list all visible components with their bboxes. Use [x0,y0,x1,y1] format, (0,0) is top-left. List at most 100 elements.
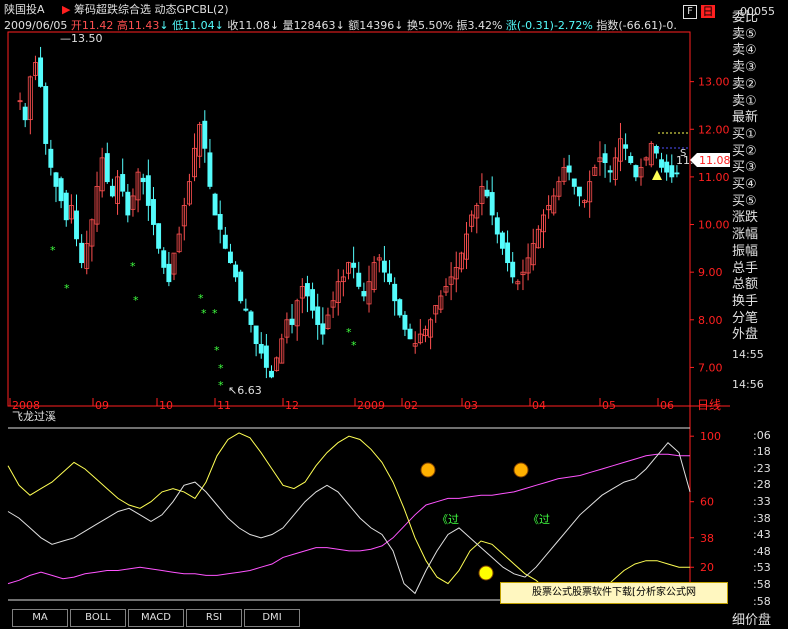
sidebar-item[interactable]: 买① [732,126,757,142]
amplitude-label: 振 [456,19,468,32]
candle-body [120,174,126,192]
candle-body [202,120,208,149]
candle-body [279,338,285,364]
candle-body [94,186,100,225]
candle-body [366,281,372,305]
candle-body [125,191,131,216]
signal-star: * [198,292,204,305]
sidebar-item[interactable]: 买② [732,143,757,159]
sidebar-item[interactable]: 卖② [732,76,757,92]
sidebar-item[interactable]: 卖① [732,93,757,109]
low-label: 低 [172,19,184,32]
tick-time: :48 [753,544,771,558]
sidebar-item[interactable]: 最新 [732,110,759,126]
index-label: 指数 [596,19,619,32]
tab-ma[interactable]: MA [12,609,68,627]
signal-star: * [351,339,357,352]
sidebar-item[interactable]: 总手 [732,260,759,276]
sidebar-item[interactable]: 卖③ [732,60,757,76]
candle-body [340,276,346,283]
candle-body [643,157,649,161]
indicator-name[interactable]: 筹码超跌综合选 [74,3,151,16]
time-stamp: 14:55 [732,348,764,361]
cross-marker: 《过 [437,513,459,526]
sidebar-item[interactable]: 换手 [732,293,759,309]
watermark-banner[interactable]: 股票公式股票软件下载[分析家公式网www.88gs.com] [500,582,728,618]
candle-body [335,281,341,303]
sidebar-item[interactable]: 涨幅 [732,227,759,243]
sidebar-item[interactable]: 买③ [732,160,757,176]
sidebar-bottom-label[interactable]: 细价盘 [732,613,772,628]
sidebar-item[interactable]: 卖④ [732,43,757,59]
tab-dmi[interactable]: DMI [244,609,300,627]
candle-body [669,165,675,178]
candle-body [263,345,269,368]
candle-body [58,178,64,202]
candle-body [499,232,505,249]
candle-body [222,234,228,249]
indicator-title: 飞龙过溪 [12,410,56,423]
candle-body [546,205,552,211]
candle-body [43,86,49,144]
candle-body [115,176,121,204]
time-stamp: 14:56 [732,378,764,391]
candle-body [351,262,357,268]
stock-name[interactable]: 陕国投A [4,3,45,16]
tick-time: :23 [753,461,771,475]
date-tick-label: 03 [464,399,478,412]
indicator-tick-label: 38 [700,532,714,545]
tab-boll[interactable]: BOLL [70,609,126,627]
signal-star: * [133,294,139,307]
indicator-tick-label: 100 [700,430,721,443]
candle-body [458,252,464,270]
tab-rsi[interactable]: RSI [186,609,242,627]
candle-body [212,193,218,216]
candle-body [217,213,223,230]
date-tick-label: 09 [95,399,109,412]
candle-body [371,262,377,290]
price-tick-label: 13.00 [698,76,730,89]
play-icon[interactable]: ▶ [62,3,71,16]
overlay-name[interactable]: 动态GPCBL(2) [154,3,229,16]
candle-body [423,328,428,337]
date-tick-label: 04 [532,399,546,412]
amount-value: 14396 [359,19,395,32]
candle-body [433,305,439,315]
candle-body [515,281,521,285]
top-f-button[interactable]: F [683,5,697,19]
last-price-label: 11.08 [699,154,731,167]
candle-body [289,318,295,325]
sidebar-item[interactable]: 委比 [732,10,759,25]
turnover-label: 换 [407,19,418,32]
candle-body [653,146,659,154]
price-frame [7,31,691,407]
candle-body [315,306,321,325]
candle-body [464,233,469,260]
date-axis: 2008 09 10 11 12 2009 02 03 04 05 06 日线 [9,398,721,412]
candle-body [17,100,23,103]
candle-body [448,276,454,285]
cross-marker: 《过 [528,513,550,526]
candle-body [417,333,423,344]
sidebar-item[interactable]: 振幅 [732,243,759,259]
sidebar-item[interactable]: 涨跌 [732,210,759,226]
day-button[interactable]: 日 [701,5,715,18]
candle-body [166,263,172,283]
tab-macd[interactable]: MACD [128,609,184,627]
top-date: 00055 [740,5,775,18]
signal-star: * [218,379,224,392]
candle-body [243,308,249,311]
price-tick-label: 9.00 [698,266,723,279]
sidebar-item[interactable]: 外盘 [732,327,759,343]
candle-body [494,217,500,235]
candle-body [474,205,480,219]
sidebar-item[interactable]: 卖⑤ [732,26,757,42]
candle-body [48,148,54,168]
sidebar-item[interactable]: 买⑤ [732,193,757,209]
close-value: 11.08 [238,19,270,32]
sidebar-item[interactable]: 分笔 [732,310,759,326]
sidebar-item[interactable]: 买④ [732,177,757,192]
sidebar-item[interactable]: 总额 [732,277,759,293]
indicator-panel: 《过 《过 [7,427,691,601]
